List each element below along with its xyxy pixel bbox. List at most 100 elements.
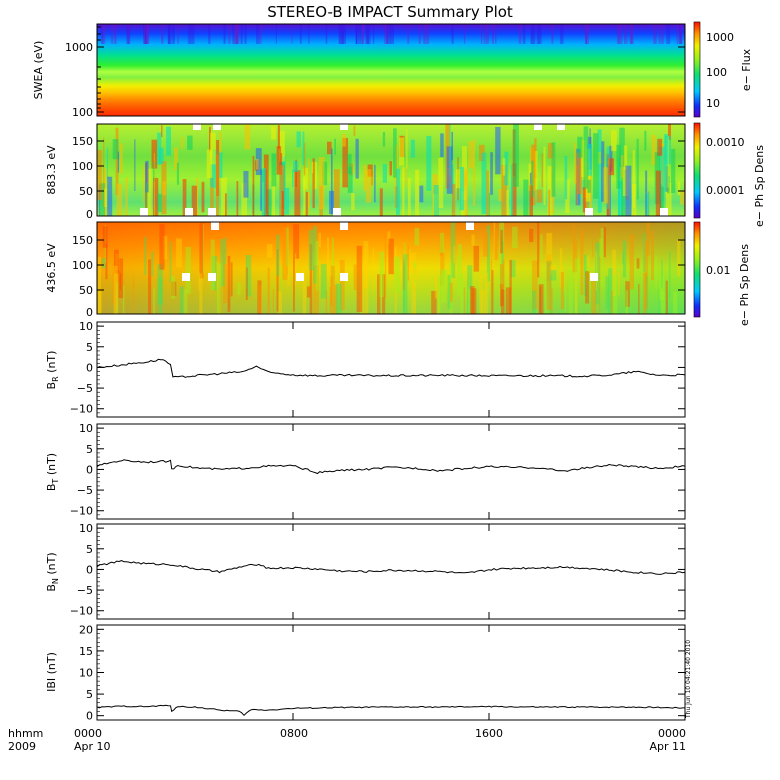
bmag-series-line <box>96 704 685 717</box>
pad883-texture-streak <box>305 188 307 216</box>
pad436-texture-streak <box>122 285 125 314</box>
pad883-texture-streak <box>473 139 476 206</box>
br-panel: BR (nT) 10 5 0 −5 −10 <box>45 320 686 418</box>
pad883-texture-streak <box>355 138 359 179</box>
pad436-texture-streak <box>560 272 564 309</box>
pad883-ytick-0: 0 <box>86 208 93 221</box>
pad436-texture-streak <box>580 230 584 295</box>
swea-streak <box>661 24 664 44</box>
pad436-texture-streak <box>278 291 282 314</box>
pad883-texture-streak <box>659 146 665 201</box>
pad883-texture-streak <box>191 185 197 216</box>
pad436-texture-streak <box>360 279 365 314</box>
swea-streak <box>259 24 262 44</box>
pad883-texture-streak <box>161 125 163 138</box>
swea-streak <box>143 24 148 44</box>
pad436-texture-streak <box>179 286 184 314</box>
pad436-texture-streak <box>471 234 475 246</box>
pad436-texture-streak <box>584 254 588 296</box>
pad883-texture-streak <box>112 139 119 160</box>
pad436-texture-streak <box>118 258 124 299</box>
swea-cbtick-1000: 1000 <box>706 31 734 44</box>
pad883-texture-streak <box>426 135 432 191</box>
pad436-texture-streak <box>394 256 401 293</box>
pad436-texture-streak <box>491 270 494 314</box>
pad436-texture-streak <box>403 242 406 262</box>
date-tick-apr11: Apr 11 <box>649 740 686 753</box>
swea-streak <box>629 24 633 44</box>
pad436-colorbar <box>693 221 701 318</box>
pad436-texture-streak <box>202 224 204 274</box>
pad436-texture-streak <box>379 251 385 297</box>
pad436-texture-streak <box>612 249 617 296</box>
swea-streak <box>423 24 427 44</box>
pad883-texture-streak <box>271 153 277 187</box>
pad436-texture-streak <box>622 240 627 278</box>
pad883-texture-streak <box>206 149 213 179</box>
pad883-ytick-100: 100 <box>72 160 93 173</box>
pad436-texture-streak <box>473 246 480 272</box>
pad436-ytick-50: 50 <box>79 284 93 297</box>
pad436-texture-streak <box>158 277 163 314</box>
br-ylabel-unit: (nT) <box>45 351 58 377</box>
pad436-texture-streak <box>595 251 597 291</box>
bt-ylabel: BT (nT) <box>45 453 60 491</box>
pad883-texture-streak <box>510 164 513 216</box>
pad436-texture-streak <box>407 245 410 281</box>
pad883-texture-streak <box>440 133 444 157</box>
pad436-texture-streak <box>574 282 578 314</box>
pad436-texture-streak <box>484 273 489 314</box>
pad883-texture-streak <box>481 152 487 215</box>
bn-series-line <box>96 560 686 575</box>
time-tick-0800: 0800 <box>280 727 308 740</box>
swea-streak <box>538 24 542 44</box>
pad883-texture-streak <box>468 141 474 169</box>
pad436-texture-streak <box>622 251 624 265</box>
pad436-texture-streak <box>441 269 447 286</box>
pad883-texture-streak <box>107 176 113 216</box>
pad436-texture-streak <box>509 259 512 314</box>
time-caption-year: 2009 <box>8 740 36 753</box>
swea-streak <box>339 24 343 44</box>
pad436-texture-streak <box>223 249 225 304</box>
pad436-texture-streak <box>540 234 543 260</box>
swea-streak <box>356 24 358 44</box>
swea-streak <box>426 24 429 44</box>
pad436-texture-streak <box>431 290 437 314</box>
swea-streak <box>167 24 172 44</box>
pad436-texture-streak <box>490 259 492 314</box>
pad883-texture-streak <box>501 164 508 216</box>
pad436-texture-streak <box>600 228 604 287</box>
bn-ylabel: BN (nT) <box>45 552 60 591</box>
pad883-texture-streak <box>646 192 650 216</box>
pad883-texture-streak <box>513 124 519 187</box>
bmag-axis: 20 15 10 5 0 <box>79 623 685 723</box>
pad883-texture-streak <box>182 179 187 216</box>
pad883-texture-streak <box>146 168 152 216</box>
br-ytick-label: 0 <box>86 361 93 374</box>
pad436-texture-streak <box>148 259 152 314</box>
pad883-texture-streak <box>261 168 267 216</box>
pad436-texture-streak <box>170 276 176 299</box>
bn-panel: BN (nT) 10 5 0 −5 −10 <box>45 522 686 620</box>
swea-ylabel: SWEA (eV) <box>32 41 45 100</box>
pad436-texture-streak <box>438 275 441 313</box>
swea-streak <box>275 24 277 44</box>
pad436-texture-streak <box>486 225 490 282</box>
swea-streak <box>355 24 358 44</box>
pad883-data-gap <box>340 124 348 130</box>
pad883-texture-streak <box>495 126 501 175</box>
pad883-texture-streak <box>166 126 171 156</box>
pad436-texture-streak <box>450 282 453 303</box>
pad883-texture-streak <box>644 130 647 151</box>
pad883-texture-streak <box>608 158 610 216</box>
pad436-texture-streak <box>115 282 119 314</box>
pad883-texture-streak <box>587 143 592 176</box>
pad883-texture-streak <box>303 167 308 190</box>
pad883-data-gap <box>193 124 201 130</box>
pad883-data-gap <box>585 208 593 216</box>
pad436-data-gap <box>182 273 190 281</box>
pad436-data-gap <box>208 273 216 281</box>
pad436-texture-streak <box>330 265 335 314</box>
pad883-texture-streak <box>379 188 383 216</box>
